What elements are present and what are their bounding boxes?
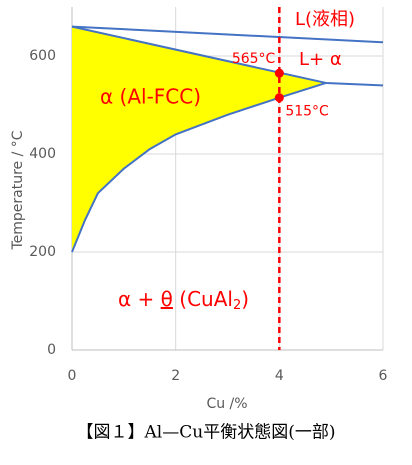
y-tick-label: 600 (29, 48, 56, 64)
x-tick-label: 4 (275, 368, 284, 384)
caption: 【図１】Al—Cu平衡状態図(一部) (77, 423, 336, 443)
phase-label-part: (CuAl (173, 287, 233, 311)
x-tick-label: 6 (379, 368, 388, 384)
phase-label-part: α + (118, 287, 161, 311)
phase-line (71, 25, 384, 44)
alpha-region (72, 26, 326, 252)
x-tick-label: 0 (68, 368, 77, 384)
point-label: 565°C (232, 51, 276, 67)
annotation: α (Al-FCC) (100, 85, 201, 109)
y-tick-label: 0 (47, 342, 56, 358)
x-axis-label: Cu /% (206, 396, 247, 412)
phase-label-part: 2 (233, 298, 241, 313)
point (274, 68, 284, 78)
y-tick-label: 200 (29, 244, 56, 260)
phase-line (71, 81, 327, 253)
y-tick-label: 400 (29, 146, 56, 162)
point-label: 515°C (285, 104, 329, 120)
point (274, 93, 284, 103)
annotation: L+ α (299, 49, 342, 70)
phase-label-part: ) (241, 287, 249, 311)
x-tick-label: 2 (171, 368, 180, 384)
phase-label: α + θ (CuAl2) (118, 287, 249, 313)
annotation: L(液相) (295, 9, 355, 30)
y-axis-label: Temperature / °C (10, 130, 26, 250)
phase-line (325, 81, 384, 87)
phase-label-part: θ (161, 287, 173, 311)
